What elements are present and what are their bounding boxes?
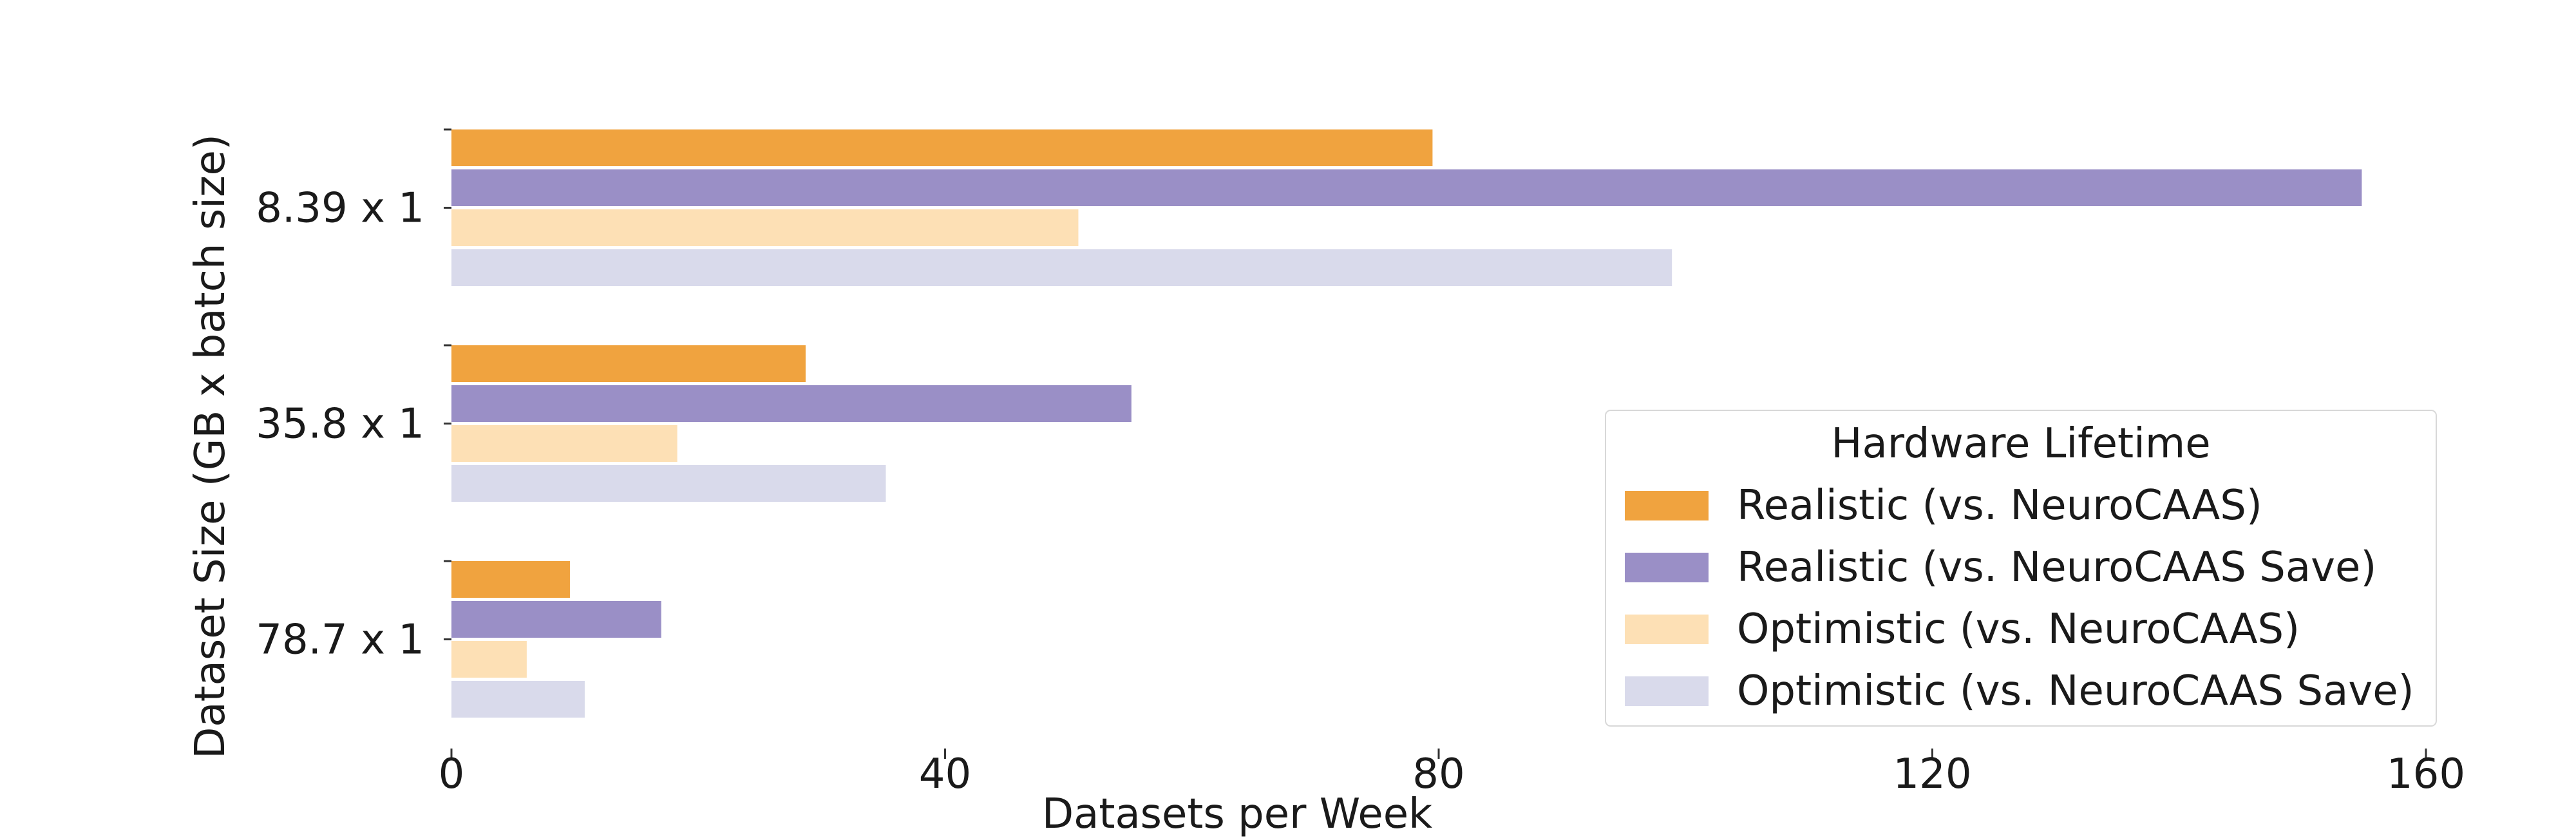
- legend: Hardware Lifetime Realistic (vs. NeuroCA…: [1605, 410, 2436, 726]
- x-tick-label: 40: [919, 750, 971, 798]
- legend-swatch: [1625, 615, 1709, 644]
- bar: [451, 385, 1132, 422]
- legend-title: Hardware Lifetime: [1831, 420, 2210, 468]
- bar: [451, 129, 1432, 166]
- legend-label: Realistic (vs. NeuroCAAS): [1737, 482, 2262, 530]
- bar: [451, 601, 661, 638]
- x-tick-label: 0: [439, 750, 465, 798]
- bar: [451, 641, 527, 678]
- y-tick-label: 78.7 x 1: [256, 616, 424, 664]
- bar: [451, 169, 2362, 206]
- x-axis-label: Datasets per Week: [1042, 790, 1432, 837]
- bar: [451, 681, 585, 718]
- bar: [451, 249, 1672, 286]
- y-axis: 8.39 x 1 35.8 x 1 78.7 x 1: [256, 129, 451, 664]
- legend-swatch: [1625, 676, 1709, 706]
- bar: [451, 209, 1078, 246]
- legend-label: Optimistic (vs. NeuroCAAS): [1737, 606, 2300, 653]
- bar: [451, 345, 806, 382]
- bar: [451, 561, 570, 598]
- legend-label: Realistic (vs. NeuroCAAS Save): [1737, 544, 2376, 591]
- x-axis: 0 40 80 120 160: [439, 749, 2465, 798]
- legend-swatch: [1625, 553, 1709, 582]
- y-axis-label: Dataset Size (GB x batch size): [187, 134, 234, 759]
- x-tick-label: 120: [1893, 750, 1971, 798]
- bar: [451, 465, 886, 502]
- legend-swatch: [1625, 491, 1709, 520]
- legend-label: Optimistic (vs. NeuroCAAS Save): [1737, 667, 2414, 715]
- y-tick-label: 35.8 x 1: [256, 401, 424, 448]
- y-tick-label: 8.39 x 1: [256, 185, 424, 233]
- x-tick-label: 160: [2387, 750, 2465, 798]
- bar: [451, 425, 677, 462]
